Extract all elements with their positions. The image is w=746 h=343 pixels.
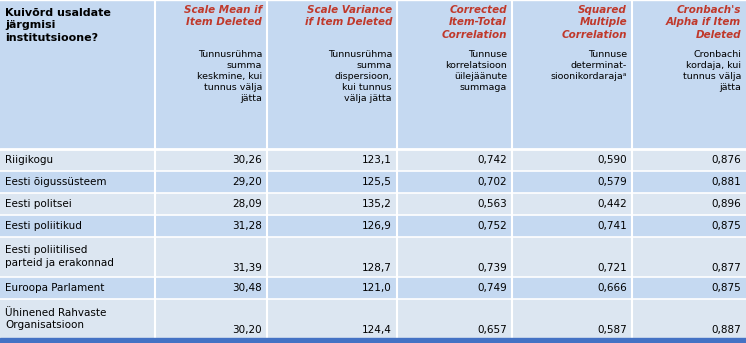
Bar bbox=[0, 0, 746, 149]
Text: Cronbachi
kordaja, kui
tunnus välja
jätta: Cronbachi kordaja, kui tunnus välja jätt… bbox=[683, 50, 741, 92]
Text: 0,881: 0,881 bbox=[711, 177, 741, 187]
Text: 0,442: 0,442 bbox=[598, 199, 627, 209]
Bar bbox=[0, 149, 746, 171]
Text: 125,5: 125,5 bbox=[362, 177, 392, 187]
Text: 0,657: 0,657 bbox=[477, 325, 507, 335]
Text: 135,2: 135,2 bbox=[362, 199, 392, 209]
Text: 126,9: 126,9 bbox=[362, 221, 392, 230]
Text: Ühinened Rahvaste
Organisatsioon: Ühinened Rahvaste Organisatsioon bbox=[5, 308, 107, 330]
Text: Eesti poliitikud: Eesti poliitikud bbox=[5, 221, 82, 230]
Text: 28,09: 28,09 bbox=[232, 199, 262, 209]
Text: 0,749: 0,749 bbox=[477, 283, 507, 293]
Text: 0,579: 0,579 bbox=[598, 177, 627, 187]
Text: 0,887: 0,887 bbox=[711, 325, 741, 335]
Text: 0,877: 0,877 bbox=[711, 263, 741, 273]
Text: 0,666: 0,666 bbox=[598, 283, 627, 293]
Text: Tunnusrühma
summa
dispersioon,
kui tunnus
välja jätta: Tunnusrühma summa dispersioon, kui tunnu… bbox=[327, 50, 392, 103]
Bar bbox=[0, 299, 746, 339]
Text: Eesti õigussüsteem: Eesti õigussüsteem bbox=[5, 177, 107, 187]
Text: Scale Mean if
Item Deleted: Scale Mean if Item Deleted bbox=[184, 5, 262, 27]
Text: Corrected
Item-Total
Correlation: Corrected Item-Total Correlation bbox=[442, 5, 507, 40]
Text: 31,28: 31,28 bbox=[232, 221, 262, 230]
Text: Eesti poliitilised
parteid ja erakonnad: Eesti poliitilised parteid ja erakonnad bbox=[5, 246, 114, 268]
Text: 124,4: 124,4 bbox=[362, 325, 392, 335]
Text: 123,1: 123,1 bbox=[362, 155, 392, 165]
Text: 128,7: 128,7 bbox=[362, 263, 392, 273]
Bar bbox=[0, 171, 746, 193]
Text: Kuivõrd usaldate
järgmisi
institutsioone?: Kuivõrd usaldate järgmisi institutsioone… bbox=[5, 8, 111, 43]
Bar bbox=[0, 277, 746, 299]
Text: Riigikogu: Riigikogu bbox=[5, 155, 53, 165]
Text: 30,48: 30,48 bbox=[232, 283, 262, 293]
Text: Eesti politsei: Eesti politsei bbox=[5, 199, 72, 209]
Text: 31,39: 31,39 bbox=[232, 263, 262, 273]
Text: 0,721: 0,721 bbox=[598, 263, 627, 273]
Text: Tunnusrühma
summa
keskmine, kui
tunnus välja
jätta: Tunnusrühma summa keskmine, kui tunnus v… bbox=[197, 50, 262, 103]
Text: 0,876: 0,876 bbox=[711, 155, 741, 165]
Text: 30,20: 30,20 bbox=[232, 325, 262, 335]
Text: 0,742: 0,742 bbox=[477, 155, 507, 165]
Text: 0,752: 0,752 bbox=[477, 221, 507, 230]
Text: 0,702: 0,702 bbox=[477, 177, 507, 187]
Text: 0,896: 0,896 bbox=[711, 199, 741, 209]
Text: Tunnuse
korrelatsioon
üilejäänute
summaga: Tunnuse korrelatsioon üilejäänute summag… bbox=[445, 50, 507, 92]
Text: 0,563: 0,563 bbox=[477, 199, 507, 209]
Text: Euroopa Parlament: Euroopa Parlament bbox=[5, 283, 104, 293]
Text: 0,741: 0,741 bbox=[598, 221, 627, 230]
Bar bbox=[0, 237, 746, 277]
Text: Cronbach's
Alpha if Item
Deleted: Cronbach's Alpha if Item Deleted bbox=[666, 5, 741, 40]
Text: 0,590: 0,590 bbox=[598, 155, 627, 165]
Text: Scale Variance
if Item Deleted: Scale Variance if Item Deleted bbox=[304, 5, 392, 27]
Text: Tunnuse
determinat-
sioonikordarajaᵃ: Tunnuse determinat- sioonikordarajaᵃ bbox=[551, 50, 627, 81]
Text: Squared
Multiple
Correlation: Squared Multiple Correlation bbox=[562, 5, 627, 40]
Bar bbox=[0, 193, 746, 215]
Text: 0,875: 0,875 bbox=[711, 283, 741, 293]
Text: 30,26: 30,26 bbox=[232, 155, 262, 165]
Bar bbox=[0, 338, 746, 343]
Text: 0,587: 0,587 bbox=[598, 325, 627, 335]
Text: 0,875: 0,875 bbox=[711, 221, 741, 230]
Text: 0,739: 0,739 bbox=[477, 263, 507, 273]
Bar bbox=[0, 215, 746, 237]
Text: 29,20: 29,20 bbox=[232, 177, 262, 187]
Text: 121,0: 121,0 bbox=[363, 283, 392, 293]
